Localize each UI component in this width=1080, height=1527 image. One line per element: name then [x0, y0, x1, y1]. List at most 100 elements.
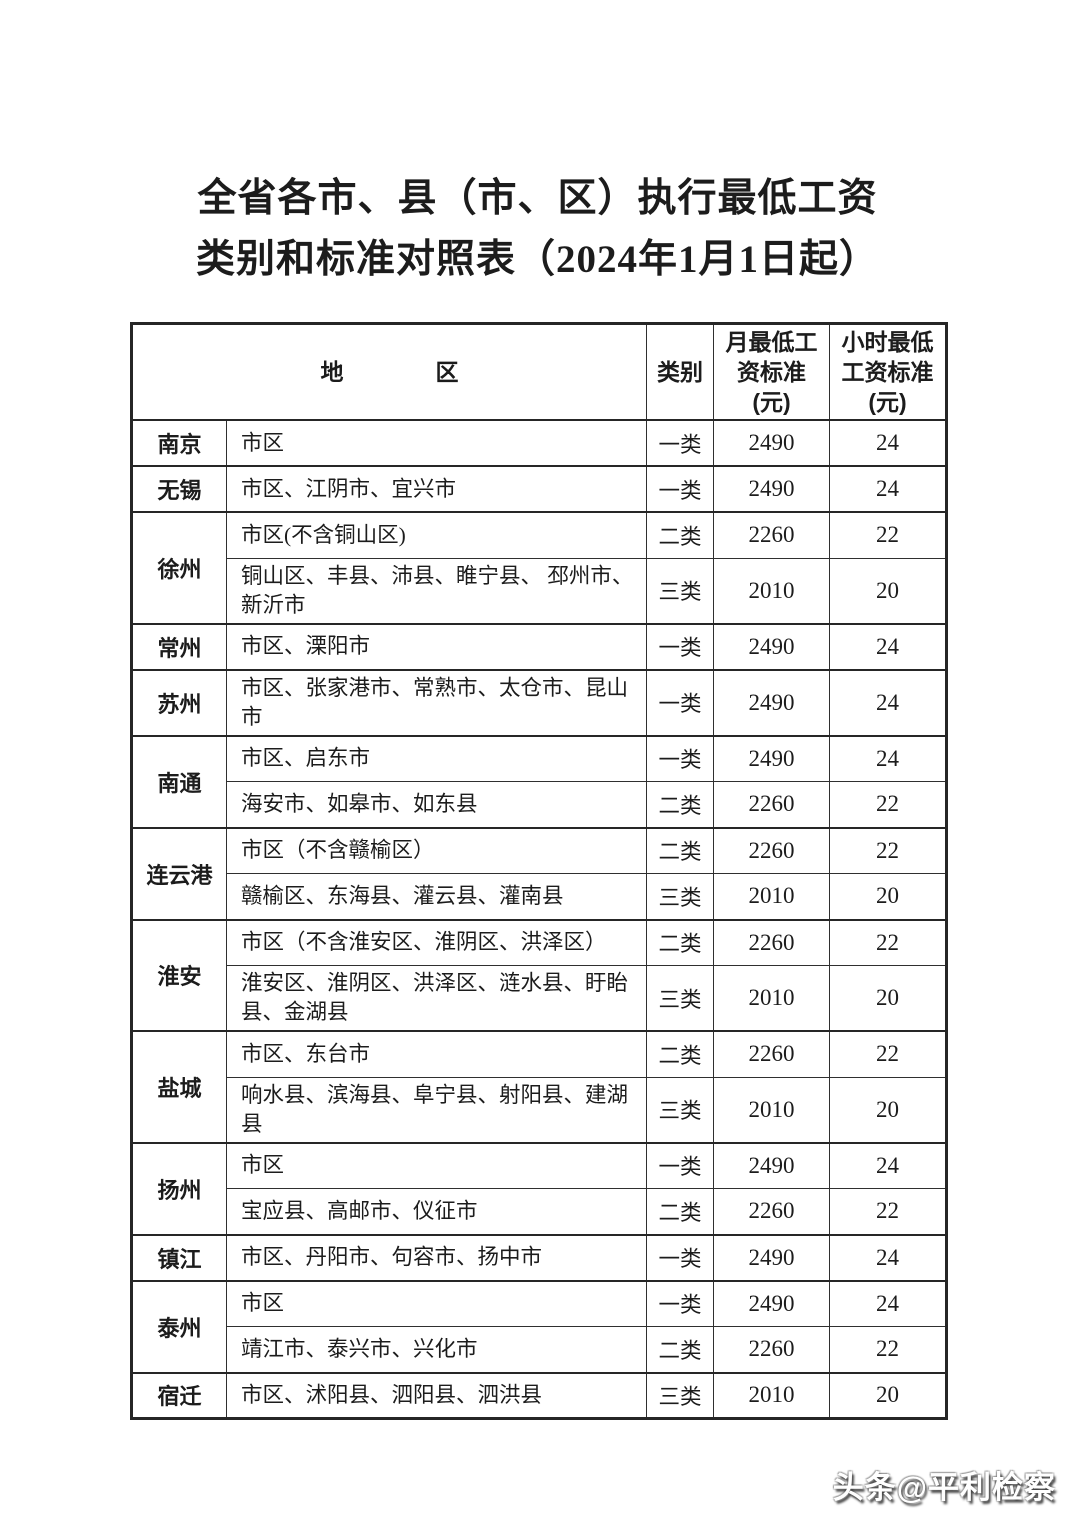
header-category: 类别	[646, 323, 714, 421]
monthly-wage-cell: 2490	[713, 668, 830, 736]
city-cell: 连云港	[131, 826, 227, 920]
table-row: 响水县、滨海县、阜宁县、射阳县、建湖县 三类 2010 20	[132, 1076, 947, 1143]
table-row: 盐城 市区、东台市 二类 2260 22	[131, 1030, 947, 1143]
title-line-1: 全省各市、县（市、区）执行最低工资	[197, 177, 878, 220]
region-cell: 市区、江阴市、宜兴市	[226, 465, 647, 513]
city-cell: 淮安	[131, 918, 227, 1032]
monthly-wage-cell: 2010	[713, 873, 830, 920]
category-cell: 一类	[646, 1233, 714, 1281]
region-cell: 市区（不含赣榆区）	[226, 826, 647, 874]
region-cell: 市区(不含铜山区)	[226, 511, 647, 559]
hourly-wage-cell: 24	[829, 419, 947, 467]
region-cell: 响水县、滨海县、阜宁县、射阳县、建湖县	[226, 1076, 647, 1143]
table-row: 赣榆区、东海县、灌云县、灌南县 三类 2010 20	[132, 873, 947, 920]
category-cell: 三类	[646, 965, 714, 1032]
city-cell: 镇江	[131, 1233, 227, 1281]
city-cell: 常州	[131, 622, 227, 670]
city-cell: 南京	[131, 419, 227, 467]
table-row: 徐州 市区(不含铜山区) 二类 2260 22	[131, 511, 947, 624]
category-cell: 一类	[646, 1141, 714, 1189]
table-row: 泰州 市区 一类 2490 24	[131, 1279, 947, 1373]
category-cell: 三类	[646, 1371, 714, 1419]
hourly-wage-cell: 24	[829, 622, 947, 670]
table-row: 连云港 市区（不含赣榆区） 二类 2260 22	[131, 826, 947, 920]
category-cell: 二类	[646, 781, 714, 828]
hourly-wage-cell: 24	[829, 1279, 947, 1327]
city-cell: 苏州	[131, 668, 227, 736]
table-row: 南通 市区、启东市 一类 2490 24	[131, 734, 947, 828]
monthly-wage-cell: 2490	[713, 1233, 830, 1281]
region-cell: 市区	[226, 1279, 647, 1327]
category-cell: 一类	[646, 1279, 714, 1327]
table-row: 苏州 市区、张家港市、常熟市、太仓市、昆山市 一类 2490 24	[131, 668, 947, 736]
hourly-wage-cell: 22	[829, 781, 947, 828]
monthly-wage-cell: 2010	[713, 1076, 830, 1143]
hourly-wage-cell: 20	[829, 965, 947, 1032]
region-cell: 市区、东台市	[226, 1030, 647, 1078]
region-cell: 淮安区、淮阴区、洪泽区、涟水县、盱眙县、金湖县	[226, 965, 647, 1032]
region-cell: 靖江市、泰兴市、兴化市	[226, 1326, 647, 1373]
category-cell: 一类	[646, 419, 714, 467]
category-cell: 三类	[646, 1076, 714, 1143]
hourly-wage-cell: 24	[829, 668, 947, 736]
category-cell: 一类	[646, 622, 714, 670]
monthly-wage-cell: 2490	[713, 734, 830, 782]
monthly-wage-cell: 2490	[713, 465, 830, 513]
city-cell: 南通	[131, 734, 227, 828]
page-title: 全省各市、县（市、区）执行最低工资 类别和标准对照表（2024年1月1日起）	[130, 0, 945, 290]
region-cell: 市区	[226, 1141, 647, 1189]
table-header-row: 地 区 类别 月最低工 资标准 (元) 小时最低 工资标准 (元)	[131, 323, 947, 421]
hourly-wage-cell: 22	[829, 1326, 947, 1373]
hourly-wage-cell: 20	[829, 1076, 947, 1143]
header-hourly-wage: 小时最低 工资标准 (元)	[829, 323, 947, 421]
table-row: 海安市、如皋市、如东县 二类 2260 22	[132, 781, 947, 828]
document-page: 全省各市、县（市、区）执行最低工资 类别和标准对照表（2024年1月1日起） 地…	[130, 0, 1055, 1505]
category-cell: 二类	[646, 1030, 714, 1078]
title-line-2: 类别和标准对照表（2024年1月1日起）	[195, 238, 879, 281]
hourly-wage-cell: 24	[829, 1233, 947, 1281]
city-cell: 无锡	[131, 465, 227, 513]
table-row: 南京 市区 一类 2490 24	[131, 419, 947, 467]
hourly-wage-cell: 24	[829, 465, 947, 513]
region-cell: 赣榆区、东海县、灌云县、灌南县	[226, 873, 647, 920]
region-cell: 市区、启东市	[226, 734, 647, 782]
category-cell: 三类	[646, 873, 714, 920]
region-cell: 市区、沭阳县、泗阳县、泗洪县	[226, 1371, 647, 1419]
monthly-wage-cell: 2490	[713, 622, 830, 670]
monthly-wage-cell: 2010	[713, 557, 830, 624]
minimum-wage-table: 地 区 类别 月最低工 资标准 (元) 小时最低 工资标准 (元) 南京 市区 一类…	[130, 322, 948, 1420]
table-header: 地 区 类别 月最低工 资标准 (元) 小时最低 工资标准 (元)	[131, 323, 947, 421]
region-cell: 海安市、如皋市、如东县	[226, 781, 647, 828]
hourly-wage-cell: 24	[829, 1141, 947, 1189]
region-cell: 市区（不含淮安区、淮阴区、洪泽区）	[226, 918, 647, 966]
monthly-wage-cell: 2260	[713, 918, 830, 966]
table-row: 淮安 市区（不含淮安区、淮阴区、洪泽区） 二类 2260 22	[131, 918, 947, 1032]
table-row: 宝应县、高邮市、仪征市 二类 2260 22	[132, 1188, 947, 1235]
header-monthly-wage: 月最低工 资标准 (元)	[713, 323, 830, 421]
monthly-wage-cell: 2010	[713, 1371, 830, 1419]
region-cell: 铜山区、丰县、沛县、睢宁县、 邳州市、新沂市	[226, 557, 647, 624]
category-cell: 一类	[646, 668, 714, 736]
hourly-wage-cell: 24	[829, 734, 947, 782]
region-cell: 市区	[226, 419, 647, 467]
city-cell: 扬州	[131, 1141, 227, 1235]
monthly-wage-cell: 2260	[713, 781, 830, 828]
table-row: 铜山区、丰县、沛县、睢宁县、 邳州市、新沂市 三类 2010 20	[132, 557, 947, 624]
monthly-wage-cell: 2010	[713, 965, 830, 1032]
hourly-wage-cell: 22	[829, 1030, 947, 1078]
city-cell: 泰州	[131, 1279, 227, 1373]
wage-table-body: 南京 市区 一类 2490 24 无锡 市区、江阴市、宜兴市 一类 2490 24 徐州 市区(不含铜…	[131, 419, 947, 1419]
category-cell: 三类	[646, 557, 714, 624]
header-region: 地 区	[131, 323, 647, 421]
category-cell: 二类	[646, 826, 714, 874]
hourly-wage-cell: 20	[829, 1371, 947, 1419]
hourly-wage-cell: 20	[829, 873, 947, 920]
category-cell: 一类	[646, 734, 714, 782]
monthly-wage-cell: 2260	[713, 1188, 830, 1235]
table-row: 无锡 市区、江阴市、宜兴市 一类 2490 24	[131, 465, 947, 513]
table-row: 常州 市区、溧阳市 一类 2490 24	[131, 622, 947, 670]
table-row: 镇江 市区、丹阳市、句容市、扬中市 一类 2490 24	[131, 1233, 947, 1281]
region-cell: 市区、张家港市、常熟市、太仓市、昆山市	[226, 668, 647, 736]
table-row: 宿迁 市区、沭阳县、泗阳县、泗洪县 三类 2010 20	[131, 1371, 947, 1419]
region-cell: 宝应县、高邮市、仪征市	[226, 1188, 647, 1235]
